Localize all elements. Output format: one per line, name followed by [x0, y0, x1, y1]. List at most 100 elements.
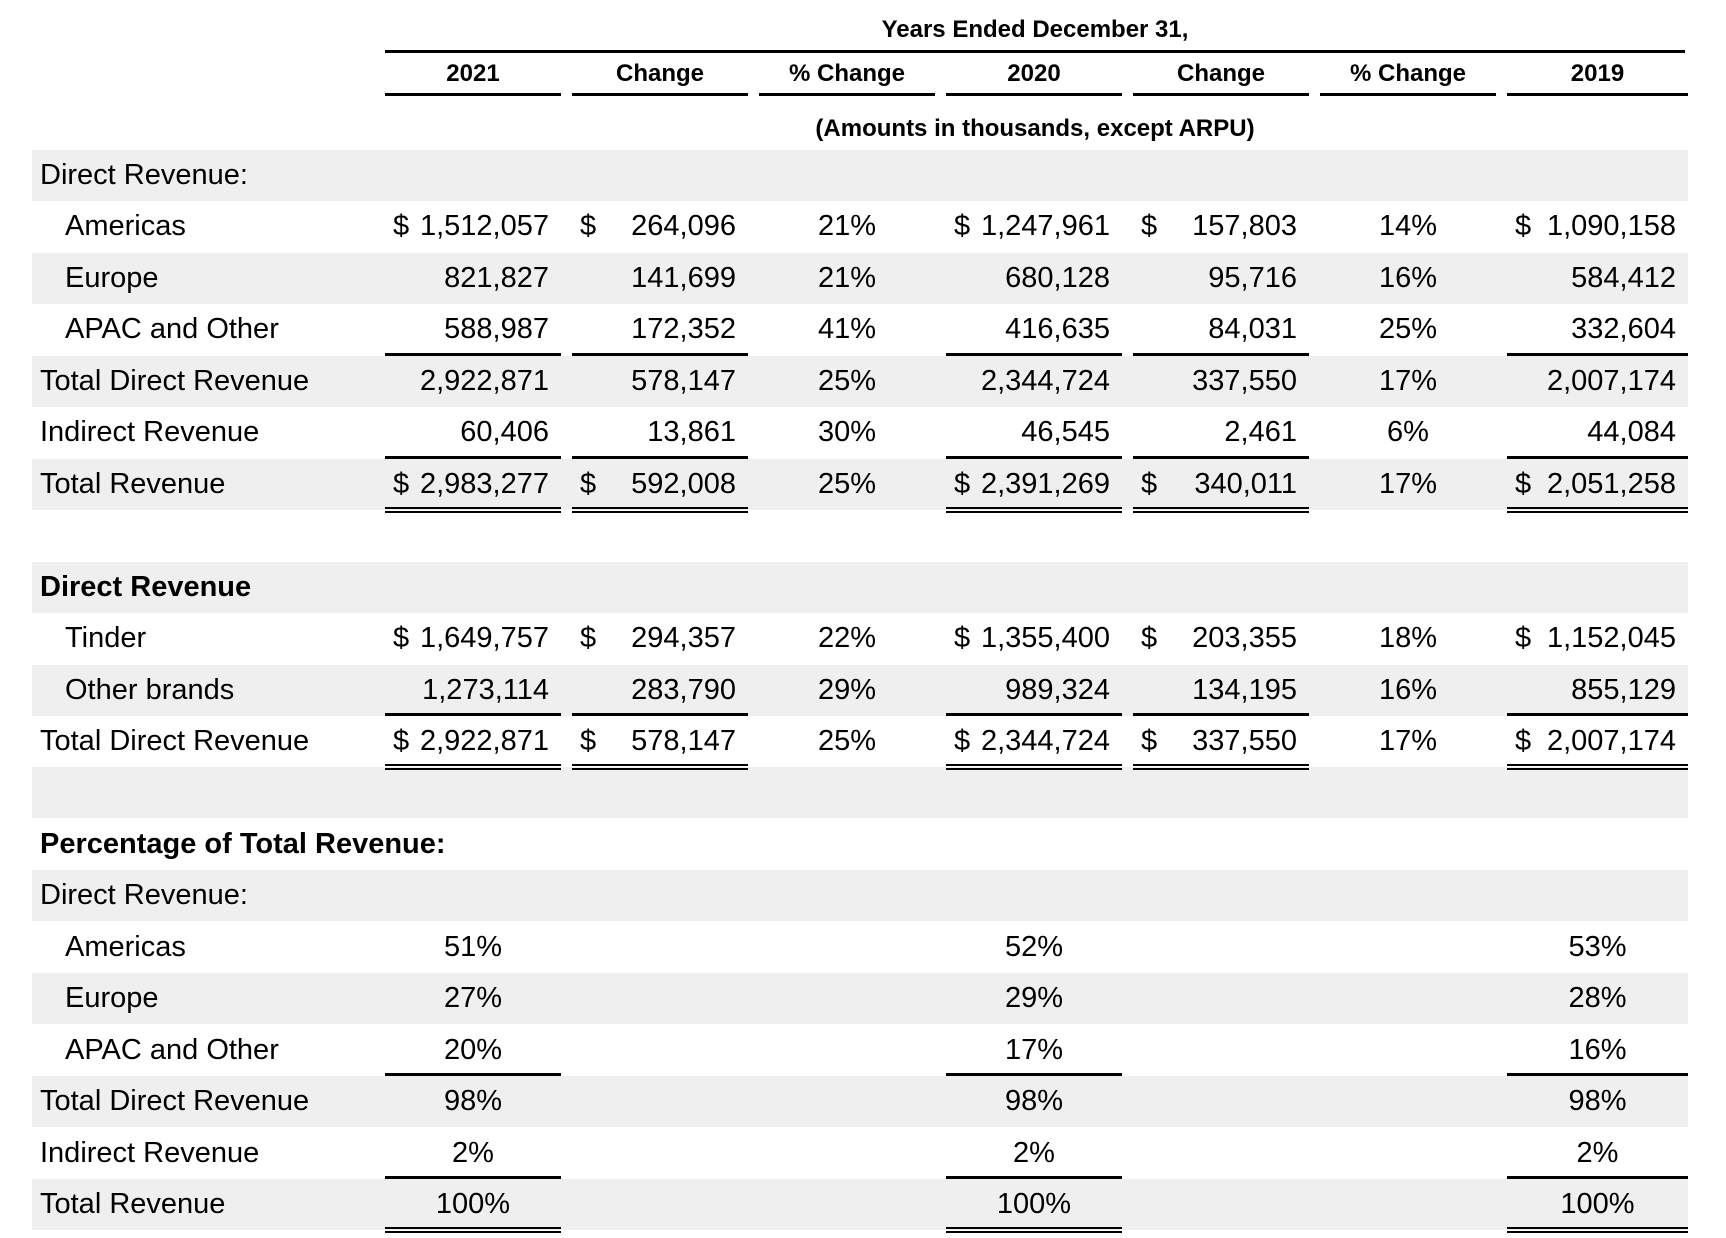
table-row: Percentage of Total Revenue:: [32, 819, 1688, 870]
table-row: [32, 510, 1688, 561]
cell-change-2021: 578,147: [631, 724, 736, 757]
col-underline: [1133, 93, 1309, 96]
col-header-pct-change-2020: % Change: [1349, 60, 1466, 87]
cell-change-2021: 172,352: [631, 313, 736, 346]
table-row: Europe 821,827 141,699 21% 680,128 95,716 16% 5…: [32, 252, 1688, 304]
col-underline: [385, 93, 561, 96]
cell-pct-change-2020: 16%: [1378, 673, 1438, 706]
cell-2019: 2,007,174: [1546, 724, 1676, 757]
cell-double-underline: [946, 507, 1122, 514]
cell-change-2021: 578,147: [631, 364, 736, 397]
cell-underline: [385, 352, 561, 356]
row-label: Americas: [65, 210, 186, 243]
cell-underline: [1507, 712, 1688, 716]
cell-pct-change-2020: 17%: [1378, 724, 1438, 757]
amounts-note: (Amounts in thousands, except ARPU): [815, 115, 1255, 142]
cell-underline: [385, 455, 561, 459]
dollar-sign: $: [1515, 467, 1532, 500]
cell-change-2020: 2,461: [1224, 416, 1297, 449]
cell-2020: 680,128: [1005, 261, 1110, 294]
cell-2020: 2,344,724: [980, 364, 1110, 397]
cell-double-underline: [385, 507, 561, 514]
col-underline: [572, 93, 748, 96]
cell-underline: [1507, 455, 1688, 459]
dollar-sign: $: [580, 622, 597, 655]
col-underline: [759, 93, 935, 96]
cell-underline: [385, 1176, 561, 1179]
cell-2019: 584,412: [1571, 261, 1676, 294]
cell-pct-change-2020: 14%: [1378, 210, 1438, 243]
cell-pct-change-2021: 21%: [817, 261, 877, 294]
col-underline: [1320, 93, 1496, 96]
table-row: Tinder 1,649,757 $294,357 $22% 1,355,400 $203…: [32, 613, 1688, 664]
col-header-2020: 2020: [1007, 60, 1061, 87]
cell-pct-change-2021: 25%: [817, 467, 877, 500]
table-row: Direct Revenue: [32, 561, 1688, 613]
dollar-sign: $: [393, 210, 410, 243]
cell-2021: 20%: [443, 1033, 503, 1066]
cell-2020: 1,355,400: [980, 622, 1110, 655]
dollar-sign: $: [954, 467, 971, 500]
cell-change-2020: 84,031: [1208, 313, 1297, 346]
cell-change-2021: 13,861: [647, 416, 736, 449]
dollar-sign: $: [954, 210, 971, 243]
cell-2019: 28%: [1568, 982, 1627, 1015]
row-label: Europe: [65, 261, 159, 294]
cell-underline: [946, 712, 1122, 716]
cell-2019: 2,051,258: [1546, 467, 1676, 500]
dollar-sign: $: [1141, 724, 1158, 757]
table-row: Other brands 1,273,114 283,790 29% 989,324 13…: [32, 664, 1688, 716]
cell-pct-change-2020: 17%: [1378, 467, 1438, 500]
cell-underline: [1507, 352, 1688, 356]
cell-change-2020: 134,195: [1192, 673, 1297, 706]
cell-pct-change-2021: 41%: [817, 313, 877, 346]
cell-pct-change-2021: 30%: [817, 416, 877, 449]
cell-underline: [946, 455, 1122, 459]
cell-2019: 100%: [1560, 1188, 1635, 1220]
cell-2021: 98%: [443, 1085, 503, 1118]
cell-2021: 100%: [435, 1188, 511, 1220]
table-row: Total Direct Revenue 2,922,871 578,147 25% 2…: [32, 355, 1688, 407]
cell-pct-change-2020: 25%: [1378, 313, 1438, 346]
cell-underline: [946, 352, 1122, 356]
cell-change-2021: 141,699: [631, 261, 736, 294]
cell-2021: 2,922,871: [419, 724, 549, 757]
dollar-sign: $: [1515, 724, 1532, 757]
dollar-sign: $: [1141, 622, 1158, 655]
cell-2021: 60,406: [460, 416, 549, 449]
cell-2020: 989,324: [1005, 673, 1110, 706]
table-row: Direct Revenue:: [32, 870, 1688, 922]
cell-2020: 52%: [1004, 930, 1064, 963]
row-label: Americas: [65, 930, 186, 963]
cell-underline: [385, 1073, 561, 1077]
cell-2020: 29%: [1004, 982, 1064, 1015]
table-row: Total Revenue 100% 100% 100%: [32, 1179, 1688, 1230]
dollar-sign: $: [1515, 622, 1532, 655]
table-row: Indirect Revenue 60,406 13,861 30% 46,545 2,4…: [32, 407, 1688, 458]
cell-pct-change-2021: 21%: [817, 210, 877, 243]
row-label: Europe: [65, 982, 159, 1015]
cell-2019: 98%: [1568, 1085, 1627, 1118]
col-header-pct-change-2021: % Change: [788, 60, 905, 87]
table-row: Indirect Revenue 2% 2% 2%: [32, 1128, 1688, 1179]
cell-underline: [946, 1176, 1122, 1179]
table-row: Direct Revenue:: [32, 150, 1688, 201]
row-label: Percentage of Total Revenue:: [40, 827, 446, 860]
cell-double-underline: [1507, 764, 1688, 771]
cell-pct-change-2021: 22%: [817, 622, 877, 655]
dollar-sign: $: [580, 724, 597, 757]
cell-underline: [1133, 455, 1309, 459]
cell-pct-change-2020: 17%: [1378, 364, 1438, 397]
cell-change-2020: 337,550: [1192, 724, 1297, 757]
col-header-change-2021: Change: [615, 60, 704, 87]
dollar-sign: $: [393, 724, 410, 757]
cell-change-2020: 203,355: [1192, 622, 1297, 655]
cell-double-underline: [572, 764, 748, 771]
cell-pct-change-2021: 29%: [817, 673, 877, 706]
cell-2020: 2%: [1013, 1136, 1055, 1169]
row-label: Other brands: [65, 673, 235, 706]
cell-underline: [1507, 1073, 1688, 1077]
cell-2019: 1,152,045: [1546, 622, 1676, 655]
cell-double-underline: [1507, 1227, 1688, 1234]
cell-2020: 2,344,724: [980, 724, 1110, 757]
